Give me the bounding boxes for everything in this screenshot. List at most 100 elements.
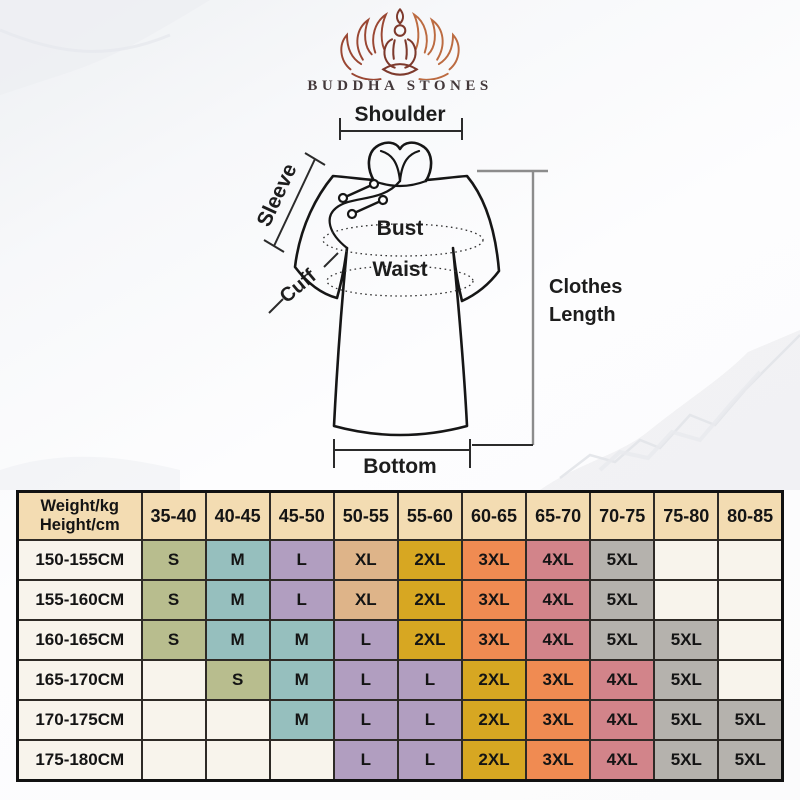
size-cell: 2XL xyxy=(396,579,463,621)
size-cell: 4XL xyxy=(525,619,592,661)
size-cell: XL xyxy=(332,579,399,621)
qipao-outline xyxy=(293,141,501,437)
size-cell: 3XL xyxy=(525,699,592,741)
height-row-label: 160-165CM xyxy=(16,619,143,661)
size-cell: M xyxy=(268,619,335,661)
weight-column-header: 60-65 xyxy=(460,490,528,541)
clothes-length-line xyxy=(477,169,548,445)
clothes-length-label-2: Length xyxy=(549,304,616,326)
bottom-measure-line xyxy=(333,439,471,468)
weight-column-header: 45-50 xyxy=(268,490,335,541)
size-cell: 5XL xyxy=(589,539,656,581)
size-cell: M xyxy=(204,579,271,621)
lotus-meditation-icon xyxy=(340,8,460,80)
size-cell: M xyxy=(204,539,271,581)
frog-buttons-icon xyxy=(337,178,389,220)
height-row-label: 170-175CM xyxy=(16,699,143,741)
cuff-measure-ticks xyxy=(268,252,339,314)
size-cell: 2XL xyxy=(460,659,528,701)
table-row: 170-175CM M L L 2XL 3XL 4XL 5XL 5XL xyxy=(16,699,784,741)
weight-column-header: 40-45 xyxy=(204,490,271,541)
size-cell: L xyxy=(268,579,335,621)
bust-ellipse xyxy=(322,223,484,257)
table-row: 165-170CM S M L L 2XL 3XL 4XL 5XL xyxy=(16,659,784,701)
height-row-label: 150-155CM xyxy=(16,539,143,581)
empty-cell xyxy=(140,739,207,781)
size-cell: XL xyxy=(332,539,399,581)
weight-column-header: 80-85 xyxy=(717,490,784,541)
size-cell: L xyxy=(268,539,335,581)
size-cell: 2XL xyxy=(460,699,528,741)
size-cell: 4XL xyxy=(589,699,656,741)
size-cell: 3XL xyxy=(525,739,592,781)
size-cell: 5XL xyxy=(653,659,720,701)
size-cell: 5XL xyxy=(653,619,720,661)
corner-height-label: Height/cm xyxy=(39,516,120,534)
size-cell: 4XL xyxy=(589,739,656,781)
clothes-length-label-1: Clothes xyxy=(549,276,622,298)
size-cell: 4XL xyxy=(525,579,592,621)
size-cell: L xyxy=(332,659,399,701)
shoulder-measure-line xyxy=(339,118,463,140)
weight-column-header: 65-70 xyxy=(525,490,592,541)
empty-cell xyxy=(204,699,271,741)
weight-column-header: 75-80 xyxy=(653,490,720,541)
size-cell: L xyxy=(332,699,399,741)
empty-cell xyxy=(653,539,720,581)
size-cell: S xyxy=(140,619,207,661)
size-cell: 5XL xyxy=(653,699,720,741)
waist-label: Waist xyxy=(372,258,427,281)
size-cell: 5XL xyxy=(717,739,784,781)
size-cell: 4XL xyxy=(589,659,656,701)
table-row: 150-155CM S M L XL 2XL 3XL 4XL 5XL xyxy=(16,539,784,581)
corner-weight-label: Weight/kg xyxy=(40,497,120,516)
size-cell: 3XL xyxy=(525,659,592,701)
empty-cell xyxy=(717,659,784,701)
size-cell: 2XL xyxy=(396,539,463,581)
height-row-label: 155-160CM xyxy=(16,579,143,621)
size-cell: 2XL xyxy=(460,739,528,781)
empty-cell xyxy=(140,659,207,701)
size-cell: S xyxy=(140,579,207,621)
sleeve-label: Sleeve xyxy=(253,160,302,230)
size-cell: M xyxy=(268,699,335,741)
size-cell: M xyxy=(268,659,335,701)
weight-column-header: 35-40 xyxy=(140,490,207,541)
size-cell: 5XL xyxy=(653,739,720,781)
table-header-row: Weight/kg Height/cm 35-40 40-45 45-50 50-55… xyxy=(16,490,784,541)
size-cell: 3XL xyxy=(460,579,528,621)
empty-cell xyxy=(717,579,784,621)
size-cell: M xyxy=(204,619,271,661)
sleeve-measure-line xyxy=(263,152,326,253)
weight-column-header: 70-75 xyxy=(589,490,656,541)
table-row: 155-160CM S M L XL 2XL 3XL 4XL 5XL xyxy=(16,579,784,621)
size-cell: 3XL xyxy=(460,539,528,581)
shoulder-label: Shoulder xyxy=(354,103,445,126)
corner-header-cell: Weight/kg Height/cm xyxy=(16,490,143,541)
size-cell: 5XL xyxy=(717,699,784,741)
bust-label: Bust xyxy=(377,217,424,240)
size-cell: L xyxy=(396,739,463,781)
bottom-label: Bottom xyxy=(363,455,436,478)
size-cell: 2XL xyxy=(396,619,463,661)
brand-logo: BUDDHA STONES xyxy=(0,4,800,95)
size-chart-table: Weight/kg Height/cm 35-40 40-45 45-50 50-55… xyxy=(16,490,784,782)
size-cell: 4XL xyxy=(525,539,592,581)
size-cell: S xyxy=(140,539,207,581)
weight-column-header: 55-60 xyxy=(396,490,463,541)
waist-ellipse xyxy=(326,265,474,297)
height-row-label: 165-170CM xyxy=(16,659,143,701)
size-cell: 5XL xyxy=(589,619,656,661)
size-cell: L xyxy=(396,699,463,741)
height-row-label: 175-180CM xyxy=(16,739,143,781)
empty-cell xyxy=(140,699,207,741)
empty-cell xyxy=(717,539,784,581)
size-cell: L xyxy=(332,739,399,781)
size-cell: S xyxy=(204,659,271,701)
garment-diagram: Shoulder Clothes Length Sleeve Cuff Bu xyxy=(253,103,623,478)
table-row: 175-180CM L L 2XL 3XL 4XL 5XL 5XL xyxy=(16,739,784,781)
empty-cell xyxy=(204,739,271,781)
empty-cell xyxy=(653,579,720,621)
brand-name: BUDDHA STONES xyxy=(307,78,493,94)
